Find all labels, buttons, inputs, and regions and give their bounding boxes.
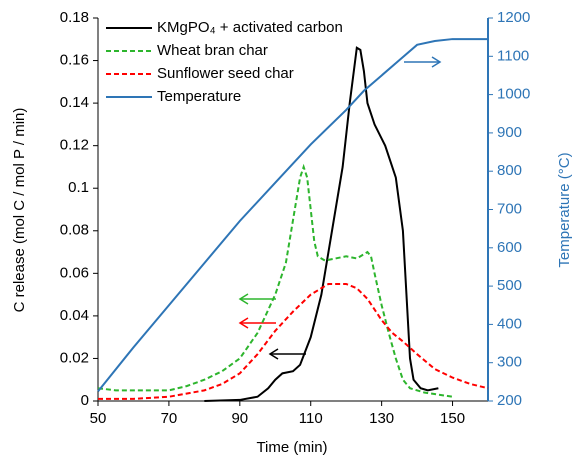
x-tick-label: 70 xyxy=(161,410,178,427)
y-tick-label: 0.14 xyxy=(60,94,89,111)
y2-tick-label: 600 xyxy=(497,239,522,256)
arrow-kmgpo4 xyxy=(268,348,306,360)
y-tick-label: 0.06 xyxy=(60,264,89,281)
series-line xyxy=(97,38,488,393)
y2-tick-label: 1200 xyxy=(497,9,530,26)
y2-tick-label: 200 xyxy=(497,392,522,409)
x-tick-label: 50 xyxy=(90,410,107,427)
series-line xyxy=(204,46,439,402)
y2-tick-label: 800 xyxy=(497,162,522,179)
y-tick-label: 0 xyxy=(81,392,89,409)
arrow-wheat xyxy=(238,293,276,305)
y2-tick-label: 1000 xyxy=(497,86,530,103)
y2-tick-label: 700 xyxy=(497,200,522,217)
y-axis-label: C release (mol C / mol P / min) xyxy=(11,108,28,313)
x-tick-label: 90 xyxy=(231,410,248,427)
y-tick-label: 0.02 xyxy=(60,349,89,366)
x-tick-label: 130 xyxy=(369,410,394,427)
x-tick-label: 150 xyxy=(440,410,465,427)
x-tick-label: 110 xyxy=(299,410,323,427)
arrow-sunflower xyxy=(238,317,276,329)
y-tick-label: 0.08 xyxy=(60,222,89,239)
legend-label: Sunflower seed char xyxy=(157,65,294,82)
y-tick-label: 0.18 xyxy=(60,9,89,26)
y-tick-label: 0.16 xyxy=(60,52,89,69)
arrow-temperature xyxy=(404,56,442,68)
y-tick-label: 0.12 xyxy=(60,137,89,154)
series-line xyxy=(97,163,453,398)
y2-tick-label: 400 xyxy=(497,315,522,332)
series-line xyxy=(98,282,489,400)
y2-tick-label: 1100 xyxy=(497,47,529,64)
y2-axis-label: Temperature (°C) xyxy=(556,152,573,267)
x-axis-label: Time (min) xyxy=(256,439,327,456)
y-tick-label: 0.1 xyxy=(68,179,89,196)
y-tick-label: 0.04 xyxy=(60,307,89,324)
y2-tick-label: 300 xyxy=(497,354,522,371)
legend-label: Temperature xyxy=(157,88,241,105)
y2-tick-label: 900 xyxy=(497,124,522,141)
y2-tick-label: 500 xyxy=(497,277,522,294)
legend-label: Wheat bran char xyxy=(157,42,268,59)
annotation-arrows xyxy=(238,56,442,360)
legend-label: KMgPO₄ + activated carbon xyxy=(157,19,343,36)
